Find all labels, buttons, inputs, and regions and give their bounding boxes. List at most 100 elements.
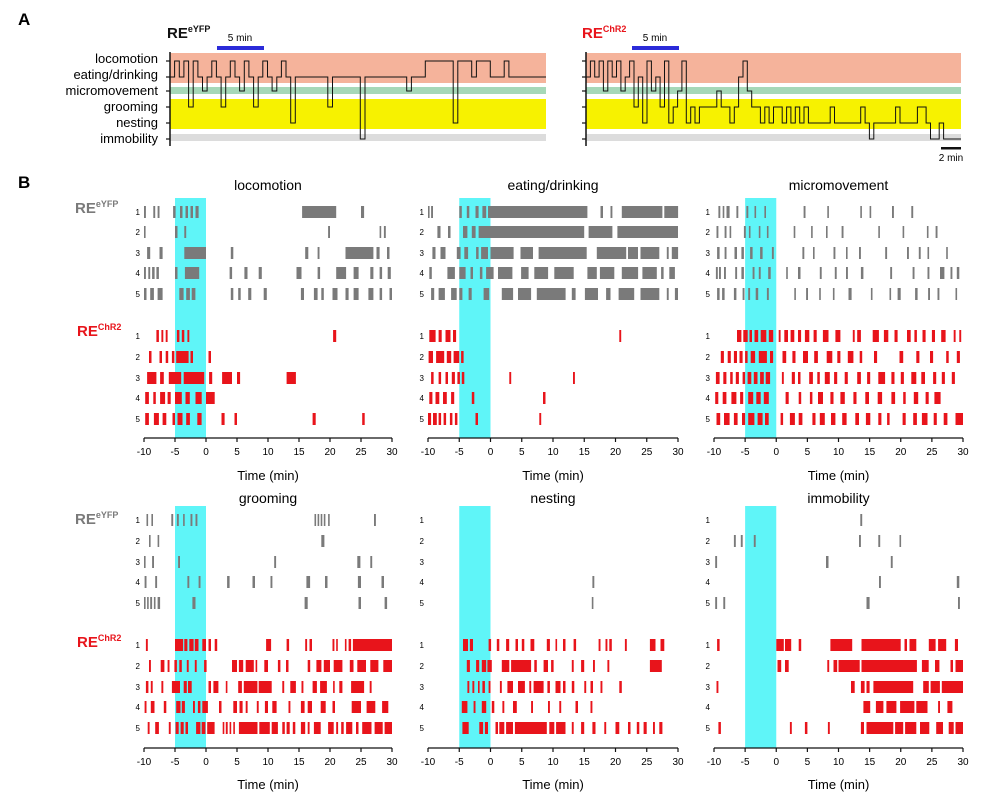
event-bar <box>946 247 948 259</box>
event-bar <box>175 267 178 279</box>
trial-label: 5 <box>706 415 711 424</box>
event-bar <box>822 330 829 342</box>
panel-a-left-hypnogram <box>166 52 546 146</box>
trial-label: 3 <box>706 249 711 258</box>
event-bar <box>927 267 930 279</box>
event-bar <box>478 681 480 693</box>
event-bar <box>782 351 787 363</box>
event-bar <box>195 392 202 404</box>
event-bar <box>955 722 963 734</box>
event-bar <box>948 722 954 734</box>
event-bar <box>145 392 149 404</box>
event-bar <box>573 372 575 384</box>
event-bar <box>300 288 304 300</box>
event-bar <box>270 576 273 588</box>
event-bar <box>157 288 163 300</box>
event-bar <box>666 288 669 300</box>
event-bar <box>449 413 453 425</box>
event-bar <box>171 351 175 363</box>
event-bar <box>229 267 233 279</box>
event-bar <box>243 681 258 693</box>
x-tick-label: 10 <box>833 447 845 458</box>
event-bar <box>640 288 660 300</box>
event-bar <box>184 639 188 651</box>
event-bar <box>615 722 620 734</box>
event-bar <box>202 701 208 713</box>
event-bar <box>832 288 835 300</box>
event-bar <box>781 372 784 384</box>
event-bar <box>187 330 190 342</box>
trial-label: 1 <box>706 208 711 217</box>
event-bar <box>179 288 184 300</box>
event-bar <box>748 288 751 300</box>
event-bar <box>238 681 242 693</box>
event-bar <box>150 701 155 713</box>
event-bar <box>766 288 769 300</box>
band-immobility <box>170 134 546 141</box>
event-bar <box>938 639 947 651</box>
x-tick-label: 0 <box>488 757 494 768</box>
event-bar <box>835 330 841 342</box>
event-bar <box>584 288 598 300</box>
x-tick-label: -10 <box>421 447 436 458</box>
event-bar <box>496 639 500 651</box>
state-label-micromovement: micromovement <box>66 83 159 98</box>
event-bar <box>491 701 495 713</box>
trial-label: 2 <box>706 662 711 671</box>
event-bar <box>530 639 535 651</box>
trial-label: 3 <box>420 558 425 567</box>
event-bar <box>903 392 906 404</box>
event-bar <box>238 660 244 672</box>
event-bar <box>193 701 195 713</box>
event-bar <box>959 330 962 342</box>
event-bar <box>874 351 878 363</box>
event-bar <box>476 660 480 672</box>
event-bar <box>428 351 433 363</box>
trial-label: 3 <box>706 683 711 692</box>
event-bar <box>321 288 324 300</box>
x-tick-label: 30 <box>957 757 969 768</box>
event-bar <box>956 351 960 363</box>
event-bar <box>883 330 889 342</box>
event-bar <box>383 226 386 238</box>
event-bar <box>785 392 789 404</box>
event-bar <box>471 392 475 404</box>
event-bar <box>352 639 392 651</box>
scale-bar-left <box>217 46 264 50</box>
event-bar <box>258 267 262 279</box>
event-bar <box>863 701 871 713</box>
event-bar <box>470 267 473 279</box>
trial-label: 3 <box>136 249 141 258</box>
event-bar <box>715 556 718 568</box>
event-bar <box>830 392 834 404</box>
event-bar <box>382 701 389 713</box>
event-bar <box>598 639 601 651</box>
trial-label: 5 <box>420 415 425 424</box>
event-bar <box>144 267 146 279</box>
event-bar <box>153 392 156 404</box>
trial-label: 5 <box>420 724 425 733</box>
event-bar <box>531 701 533 713</box>
event-bar <box>733 535 736 547</box>
scale-bar-right <box>632 46 679 50</box>
event-bar <box>272 701 277 713</box>
event-bar <box>724 226 727 238</box>
event-bar <box>336 639 338 651</box>
raster-panel-eating-drinking: eating/drinking 1 2 3 4 5 1 2 3 4 5 -10 -5 0 5 10 15 20 25… <box>420 177 684 483</box>
event-bar <box>727 351 731 363</box>
event-bar <box>724 267 726 279</box>
event-bar <box>498 267 513 279</box>
x-tick-label: 20 <box>895 447 907 458</box>
event-bar <box>737 330 742 342</box>
event-bar <box>256 701 259 713</box>
event-bar <box>935 660 940 672</box>
event-bar <box>838 660 860 672</box>
event-bar <box>521 639 525 651</box>
event-bar <box>764 206 766 218</box>
event-bar <box>643 722 647 734</box>
raster-panel-immobility: immobility 1 2 3 4 5 1 2 3 4 5 -10 -5 0 5 10 15 20 25 30 Tim… <box>706 490 969 792</box>
event-bar <box>923 681 929 693</box>
event-bar <box>479 722 484 734</box>
event-bar <box>750 247 753 259</box>
event-bar <box>809 392 813 404</box>
